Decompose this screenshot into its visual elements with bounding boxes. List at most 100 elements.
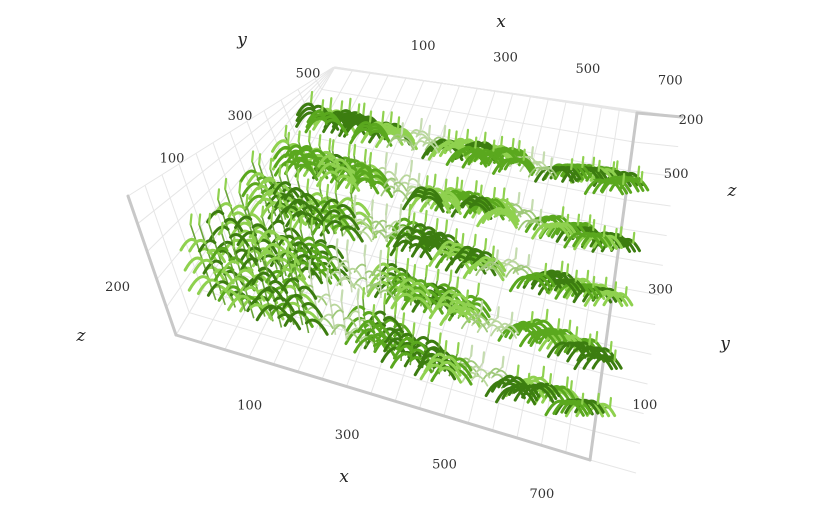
plant-tip bbox=[396, 116, 401, 129]
plant-leaf bbox=[401, 293, 424, 311]
plant-leaf bbox=[472, 321, 489, 333]
plant-tip bbox=[409, 159, 414, 172]
plant bbox=[374, 116, 418, 151]
plant-leaf bbox=[294, 145, 313, 159]
plant-leaf bbox=[217, 285, 241, 302]
plant-tip bbox=[412, 212, 416, 225]
plant-tip bbox=[389, 111, 393, 124]
plant-leaf bbox=[385, 328, 405, 342]
z-axis-title-left: z bbox=[76, 326, 87, 346]
plant-tip bbox=[278, 198, 282, 211]
plant-tip bbox=[357, 103, 361, 116]
plant-tip bbox=[604, 276, 608, 289]
sidewall-gridline bbox=[229, 131, 256, 202]
plant-leaf bbox=[368, 129, 393, 147]
plant-leaf bbox=[466, 313, 480, 323]
plant-leaf bbox=[333, 158, 353, 173]
plant bbox=[221, 236, 273, 321]
plant-leaf bbox=[224, 277, 245, 293]
plant-leaf bbox=[239, 246, 262, 264]
plant-tip bbox=[502, 187, 506, 200]
plant-tip bbox=[474, 180, 478, 193]
plant-leaf bbox=[304, 318, 329, 336]
plant-leaf bbox=[524, 218, 538, 228]
plant-leaf bbox=[523, 210, 538, 220]
plant-leaf bbox=[396, 278, 415, 292]
plant-tip bbox=[438, 332, 442, 345]
plant-leaf bbox=[239, 169, 258, 183]
plant-leaf bbox=[271, 139, 290, 153]
plant-leaf bbox=[277, 313, 302, 331]
plant-tip bbox=[592, 218, 596, 232]
plant-leaf bbox=[408, 178, 422, 189]
plant-leaf bbox=[274, 193, 295, 209]
plant-leaf bbox=[383, 177, 396, 187]
plant bbox=[349, 110, 393, 147]
plant-tip bbox=[340, 100, 344, 113]
plant-leaf bbox=[374, 219, 387, 229]
sidewall-gridline bbox=[613, 286, 660, 296]
plant-leaf bbox=[398, 138, 415, 151]
plant-tip bbox=[381, 110, 385, 124]
z-tick-label-right: 200 bbox=[679, 113, 704, 128]
plant bbox=[495, 372, 541, 406]
plant-leaf bbox=[188, 239, 207, 253]
plant-leaf bbox=[297, 285, 318, 300]
plant-leaf bbox=[229, 233, 251, 249]
plant-tip bbox=[495, 249, 499, 262]
plant-leaf bbox=[566, 341, 585, 355]
sidewall-gridline bbox=[589, 459, 637, 474]
plant-tip bbox=[517, 191, 521, 205]
plant-leaf bbox=[355, 177, 380, 195]
plant-leaf bbox=[273, 160, 297, 177]
plant bbox=[492, 148, 537, 176]
plant-leaf bbox=[334, 206, 355, 222]
x-tick-label-bottom: 100 bbox=[237, 399, 262, 414]
plant-tip bbox=[412, 322, 416, 335]
y-tick-label-left: 500 bbox=[296, 66, 321, 81]
plant-tip bbox=[232, 236, 236, 249]
sidewall-gridline bbox=[263, 110, 283, 157]
plant-leaf bbox=[404, 286, 426, 302]
plant bbox=[508, 262, 556, 294]
plant-tip bbox=[189, 213, 193, 226]
plant-tip bbox=[353, 194, 357, 207]
plant-leaf bbox=[274, 267, 293, 282]
plant-leaf bbox=[331, 309, 344, 319]
plant-tip bbox=[361, 286, 366, 300]
plant-leaf bbox=[293, 241, 313, 256]
plant-leaf bbox=[425, 138, 439, 149]
plant-tip bbox=[581, 392, 585, 405]
plant-leaf bbox=[393, 189, 409, 202]
plant-tip bbox=[444, 219, 449, 232]
plant-leaf bbox=[535, 166, 548, 176]
plant-leaf bbox=[600, 180, 619, 194]
plant-tip bbox=[588, 333, 592, 346]
plant-tip bbox=[325, 183, 330, 197]
plant-leaf bbox=[210, 246, 229, 261]
plant-leaf bbox=[415, 136, 429, 146]
plant-leaf bbox=[368, 126, 391, 142]
plant-tip bbox=[596, 392, 600, 405]
floor-gridline bbox=[189, 312, 595, 432]
plant-leaf bbox=[394, 181, 410, 193]
plant bbox=[273, 131, 319, 181]
plant-tip bbox=[530, 310, 534, 324]
plant-tip bbox=[207, 212, 212, 225]
plant-leaf bbox=[389, 133, 402, 143]
plant-leaf bbox=[410, 289, 432, 305]
plant-tip bbox=[560, 260, 564, 273]
sidewall-gridline bbox=[280, 99, 296, 135]
plant-leaf bbox=[306, 110, 325, 124]
plant-leaf bbox=[523, 272, 542, 286]
plant-leaf bbox=[373, 341, 397, 359]
plant-leaf bbox=[438, 289, 457, 304]
plant-leaf bbox=[299, 267, 324, 285]
plant-tip bbox=[247, 245, 251, 258]
plant-leaf bbox=[430, 136, 443, 146]
plant-tip bbox=[322, 221, 326, 234]
plant-tip bbox=[516, 364, 520, 377]
plant-leaf bbox=[379, 276, 394, 286]
plant-leaf bbox=[282, 293, 303, 309]
plant-tip bbox=[251, 231, 255, 245]
